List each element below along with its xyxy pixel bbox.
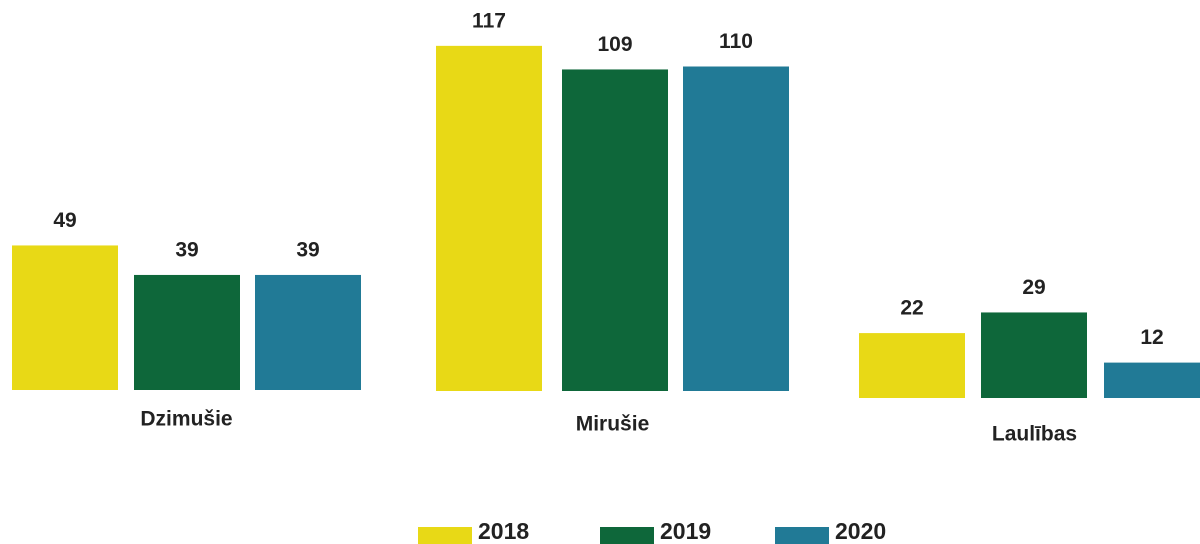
value-label: 22 (900, 297, 923, 320)
legend-swatch (775, 527, 829, 544)
value-label: 39 (296, 238, 319, 261)
bar (683, 66, 789, 391)
category-label: Dzimušie (140, 408, 232, 431)
bar (12, 245, 118, 390)
bar (981, 312, 1087, 398)
value-label: 39 (175, 238, 198, 261)
value-label: 109 (597, 33, 632, 56)
bar (562, 69, 668, 391)
value-label: 12 (1140, 326, 1163, 349)
value-label: 117 (472, 9, 506, 32)
value-label: 49 (53, 209, 76, 232)
legend-label: 2020 (835, 518, 886, 544)
legend-label: 2019 (660, 518, 711, 544)
bar (255, 274, 361, 390)
legend-label: 2018 (478, 518, 529, 544)
category-label: Mirušie (576, 413, 650, 436)
value-label: 110 (719, 30, 753, 53)
bar (1104, 362, 1200, 398)
category-label: Laulības (992, 423, 1077, 446)
value-label: 29 (1022, 276, 1045, 299)
legend-swatch (600, 527, 654, 544)
legend-swatch (418, 527, 472, 544)
bar (859, 333, 965, 398)
bar (436, 45, 542, 391)
bar (134, 274, 240, 390)
